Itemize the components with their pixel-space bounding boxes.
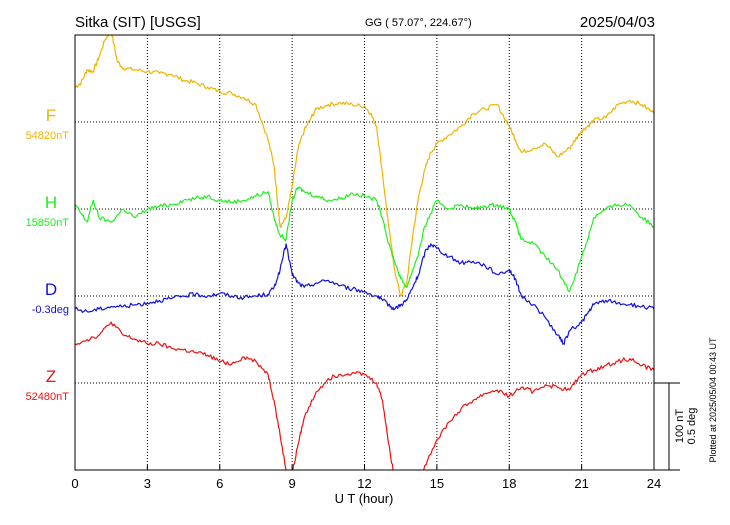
series-baseline-Z: 52480nT [26, 391, 70, 403]
station-title: Sitka (SIT) [USGS] [75, 14, 201, 31]
series-name-D: D [45, 280, 57, 299]
series-baseline-F: 54820nT [26, 130, 70, 142]
series-line-F [75, 35, 654, 297]
scale-label-nt: 100 nT [674, 409, 686, 444]
x-tick-label-24: 24 [647, 476, 661, 491]
series-baseline-D: -0.3deg [32, 304, 69, 316]
x-tick-label-18: 18 [502, 476, 516, 491]
x-tick-label-3: 3 [144, 476, 151, 491]
x-tick-label-0: 0 [71, 476, 78, 491]
station-coords: GG ( 57.07°, 224.67°) [365, 17, 472, 29]
plotted-timestamp: Plotted at 2025/05/04 00:43 UT [708, 337, 718, 463]
series-baseline-H: 15850nT [26, 217, 70, 229]
x-axis-label: U T (hour) [335, 491, 394, 506]
x-tick-label-9: 9 [289, 476, 296, 491]
series-line-H [75, 186, 654, 293]
series-name-Z: Z [46, 367, 56, 386]
x-tick-label-21: 21 [574, 476, 588, 491]
x-axis-ticks: 0 3 6 9 12 15 18 21 24 [71, 465, 661, 491]
x-tick-label-6: 6 [216, 476, 223, 491]
series-line-D [75, 243, 654, 345]
plot-date: 2025/04/03 [580, 14, 655, 31]
scale-label-deg: 0.5 deg [686, 408, 698, 445]
series-layer [75, 35, 654, 470]
x-tick-label-15: 15 [430, 476, 444, 491]
grid-lines [75, 35, 654, 470]
series-name-H: H [45, 193, 57, 212]
x-tick-label-12: 12 [357, 476, 371, 491]
series-line-Z [75, 321, 654, 470]
scale-bar: 100 nT 0.5 deg [654, 382, 698, 471]
series-name-F: F [46, 106, 56, 125]
series-labels: F 54820nT H 15850nT D -0.3deg Z 52480nT [26, 106, 70, 403]
